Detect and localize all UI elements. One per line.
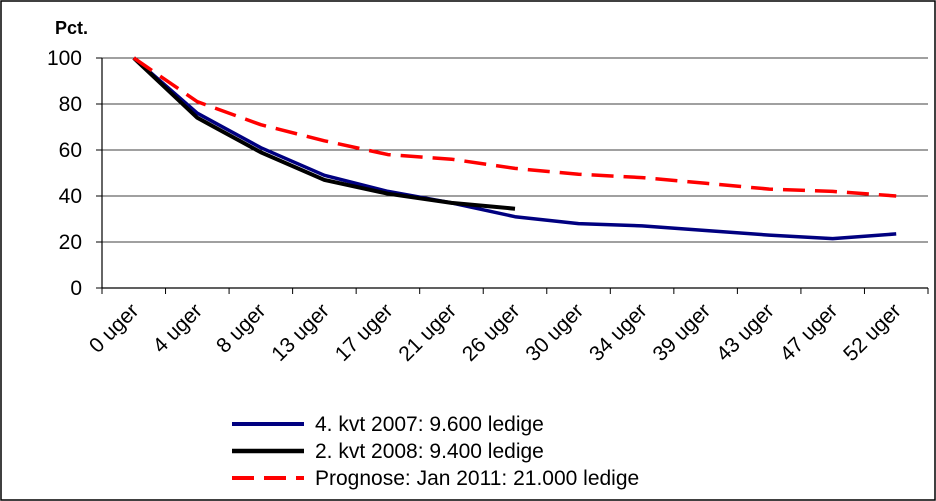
legend: 4. kvt 2007: 9.600 ledige 2. kvt 2008: 9.…	[232, 413, 639, 490]
y-tick-label: 80	[59, 93, 82, 116]
y-tick-label: 100	[47, 47, 82, 70]
y-tick-label: 0	[70, 277, 82, 300]
series-line-1	[132, 56, 897, 241]
y-tick-label: 20	[59, 231, 82, 254]
series-line-2	[132, 56, 516, 211]
y-tick-label: 60	[59, 139, 82, 162]
series-lines	[132, 56, 897, 241]
axes	[101, 58, 928, 289]
y-axis-unit-label: Pct.	[55, 18, 88, 38]
y-axis-ticks: 0 20 40 60 80 100	[47, 47, 102, 300]
y-tick-label: 40	[59, 185, 82, 208]
gridlines	[102, 57, 928, 243]
legend-label-2: 2. kvt 2008: 9.400 ledige	[315, 440, 544, 463]
legend-label-1: 4. kvt 2007: 9.600 ledige	[315, 413, 544, 436]
legend-label-3: Prognose: Jan 2011: 21.000 ledige	[315, 467, 639, 490]
series-line-3	[132, 56, 897, 198]
